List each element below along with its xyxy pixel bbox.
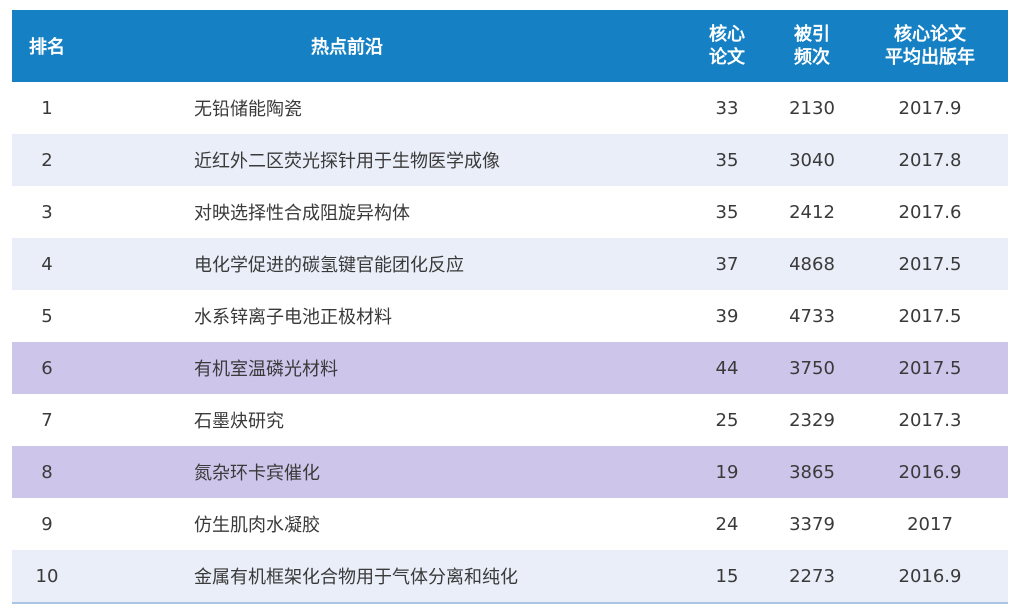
header-core-papers: 核心 论文 [682,23,772,69]
cell-citations: 4868 [789,253,835,275]
table-row: 1 无铅储能陶瓷 33 2130 2017.9 [12,82,1008,134]
header-core-papers-line1: 核心 [709,24,745,45]
cell-mean-year: 2017.5 [898,357,962,379]
table-header: 排名 热点前沿 核心 论文 被引 频次 核心论文 平均出版年 [12,10,1008,82]
header-mean-year-line1: 核心论文 [894,24,966,45]
table-row: 8 氮杂环卡宾催化 19 3865 2016.9 [12,446,1008,498]
table-row: 9 仿生肌肉水凝胶 24 3379 2017 [12,498,1008,550]
cell-citations: 2329 [789,409,835,431]
cell-citations: 3379 [789,513,835,535]
table-row: 7 石墨炔研究 25 2329 2017.3 [12,394,1008,446]
table-row: 5 水系锌离子电池正极材料 39 4733 2017.5 [12,290,1008,342]
cell-citations: 2412 [789,201,835,223]
cell-topic: 水系锌离子电池正极材料 [194,307,392,328]
cell-rank: 3 [41,201,53,223]
cell-citations: 3750 [789,357,835,379]
cell-rank: 5 [41,305,53,327]
cell-topic: 仿生肌肉水凝胶 [194,515,320,536]
table-row: 2 近红外二区荧光探针用于生物医学成像 35 3040 2017.8 [12,134,1008,186]
cell-rank: 7 [41,409,53,431]
cell-core-papers: 15 [715,565,739,587]
cell-citations: 3865 [789,461,835,483]
cell-mean-year: 2017 [907,513,953,535]
table-row: 4 电化学促进的碳氢键官能团化反应 37 4868 2017.5 [12,238,1008,290]
cell-rank: 2 [41,149,53,171]
table-row: 6 有机室温磷光材料 44 3750 2017.5 [12,342,1008,394]
cell-rank: 4 [41,253,53,275]
table-row: 3 对映选择性合成阻旋异构体 35 2412 2017.6 [12,186,1008,238]
cell-topic: 电化学促进的碳氢键官能团化反应 [194,255,464,276]
cell-rank: 1 [41,97,53,119]
table-bottom-rule [12,602,1008,604]
cell-citations: 2273 [789,565,835,587]
hot-fronts-table: 排名 热点前沿 核心 论文 被引 频次 核心论文 平均出版年 1 无铅储能陶瓷 … [12,10,1008,602]
cell-topic: 金属有机框架化合物用于气体分离和纯化 [194,567,518,588]
cell-core-papers: 35 [715,201,739,223]
cell-topic: 近红外二区荧光探针用于生物医学成像 [194,151,500,172]
cell-core-papers: 35 [715,149,739,171]
cell-core-papers: 19 [715,461,739,483]
cell-mean-year: 2017.3 [898,409,962,431]
header-citations-line2: 频次 [794,47,830,68]
cell-rank: 8 [41,461,53,483]
cell-mean-year: 2016.9 [898,565,962,587]
header-mean-year-line2: 平均出版年 [885,47,975,68]
header-core-papers-line2: 论文 [709,47,745,68]
cell-citations: 3040 [789,149,835,171]
table-row: 10 金属有机框架化合物用于气体分离和纯化 15 2273 2016.9 [12,550,1008,602]
table-body: 1 无铅储能陶瓷 33 2130 2017.9 2 近红外二区荧光探针用于生物医… [12,82,1008,602]
cell-citations: 2130 [789,97,835,119]
cell-topic: 对映选择性合成阻旋异构体 [194,203,410,224]
cell-mean-year: 2017.6 [898,201,962,223]
cell-rank: 9 [41,513,53,535]
cell-topic: 无铅储能陶瓷 [194,99,302,120]
cell-core-papers: 39 [715,305,739,327]
cell-citations: 4733 [789,305,835,327]
cell-mean-year: 2017.5 [898,305,962,327]
cell-mean-year: 2017.9 [898,97,962,119]
header-mean-year: 核心论文 平均出版年 [852,23,1008,69]
cell-rank: 6 [41,357,53,379]
cell-core-papers: 44 [715,357,739,379]
cell-core-papers: 33 [715,97,739,119]
cell-core-papers: 24 [715,513,739,535]
cell-topic: 石墨炔研究 [194,411,284,432]
cell-core-papers: 37 [715,253,739,275]
cell-topic: 有机室温磷光材料 [194,359,338,380]
cell-core-papers: 25 [715,409,739,431]
cell-mean-year: 2016.9 [898,461,962,483]
header-rank: 排名 [29,37,65,58]
cell-rank: 10 [35,565,59,587]
cell-mean-year: 2017.8 [898,149,962,171]
cell-mean-year: 2017.5 [898,253,962,275]
header-citations: 被引 频次 [772,23,852,69]
header-citations-line1: 被引 [794,24,830,45]
header-topic: 热点前沿 [311,37,383,58]
cell-topic: 氮杂环卡宾催化 [194,463,320,484]
